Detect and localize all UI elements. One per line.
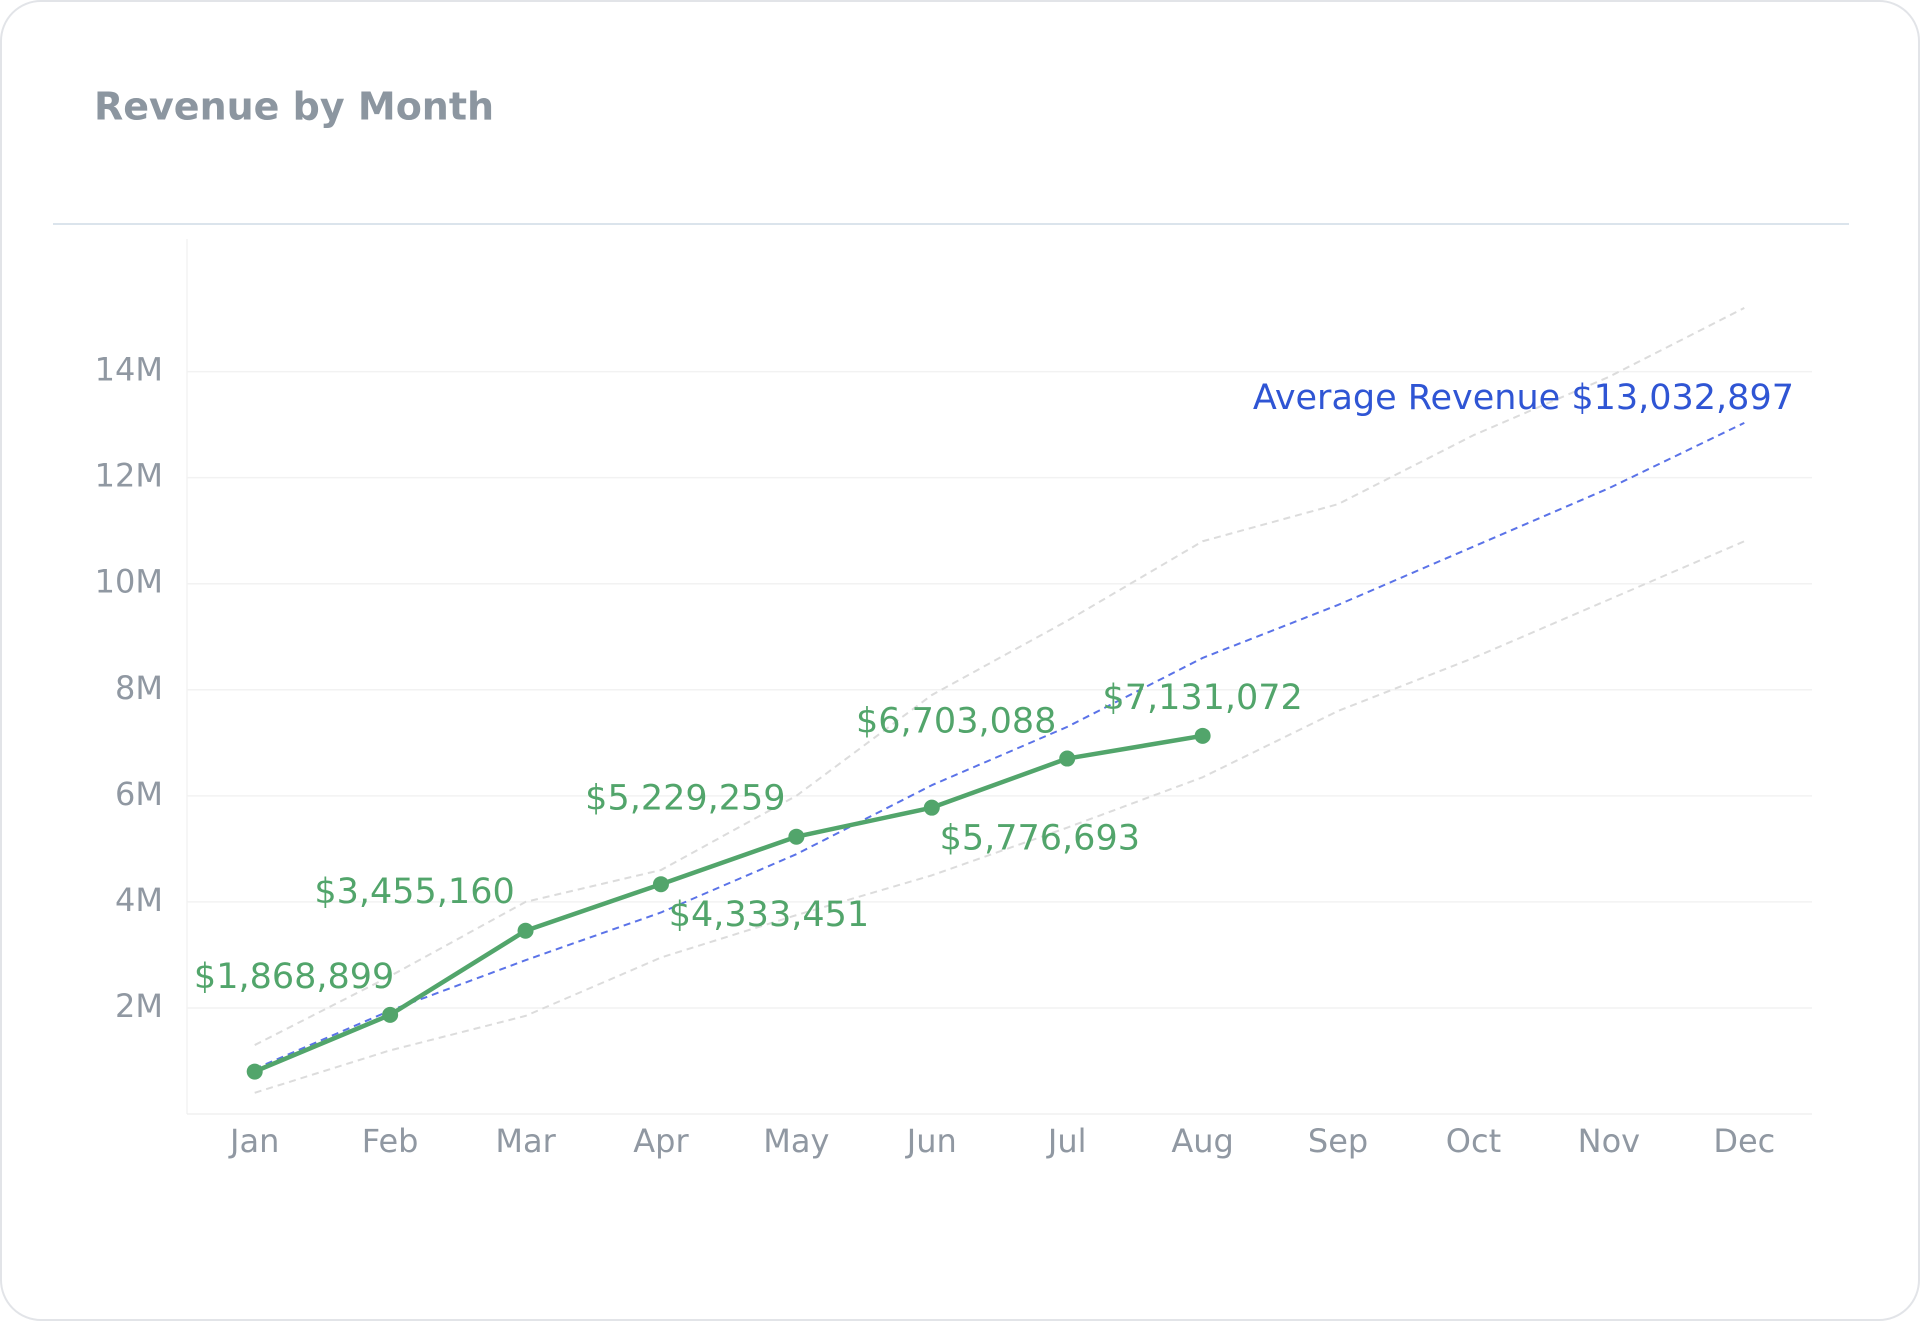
series-line xyxy=(254,421,1745,1070)
data-label: $5,776,693 xyxy=(940,819,1140,859)
y-tick-label: 14M xyxy=(95,351,163,389)
y-tick-label: 10M xyxy=(95,563,163,601)
x-tick-label: Aug xyxy=(1171,1122,1233,1160)
data-point xyxy=(923,799,940,816)
data-label: $5,229,259 xyxy=(585,779,785,819)
x-tick-label: Jun xyxy=(905,1122,957,1160)
data-point xyxy=(517,922,534,939)
x-tick-label: Nov xyxy=(1578,1122,1640,1160)
data-point xyxy=(788,828,805,845)
x-tick-label: Oct xyxy=(1446,1122,1501,1160)
chart-title: Revenue by Month xyxy=(94,85,494,129)
data-point xyxy=(1194,727,1211,744)
series-line xyxy=(253,733,1204,1074)
data-point xyxy=(382,1006,399,1023)
y-tick-label: 6M xyxy=(115,775,163,813)
y-tick-label: 12M xyxy=(95,457,163,495)
x-tick-label: Jul xyxy=(1046,1122,1087,1160)
x-tick-label: May xyxy=(763,1122,829,1160)
data-point xyxy=(652,876,669,893)
x-tick-label: Sep xyxy=(1308,1122,1368,1160)
x-tick-label: Jan xyxy=(228,1122,279,1160)
data-label: $3,455,160 xyxy=(314,872,514,912)
x-tick-label: Dec xyxy=(1713,1122,1775,1160)
data-point xyxy=(246,1063,263,1080)
data-point xyxy=(1059,750,1076,767)
series-line xyxy=(254,307,1745,1046)
x-tick-label: Mar xyxy=(495,1122,556,1160)
y-tick-label: 2M xyxy=(115,987,163,1025)
x-tick-label: Feb xyxy=(362,1122,419,1160)
y-tick-label: 8M xyxy=(115,669,163,707)
data-label: $6,703,088 xyxy=(856,702,1056,742)
annotation: Average Revenue $13,032,897 xyxy=(1253,378,1794,418)
data-label: $1,868,899 xyxy=(194,957,394,997)
data-label: $7,131,072 xyxy=(1102,678,1302,718)
y-tick-label: 4M xyxy=(115,881,163,919)
x-tick-label: Apr xyxy=(633,1122,689,1160)
series-line xyxy=(254,540,1745,1094)
data-label: $4,333,451 xyxy=(669,895,869,935)
